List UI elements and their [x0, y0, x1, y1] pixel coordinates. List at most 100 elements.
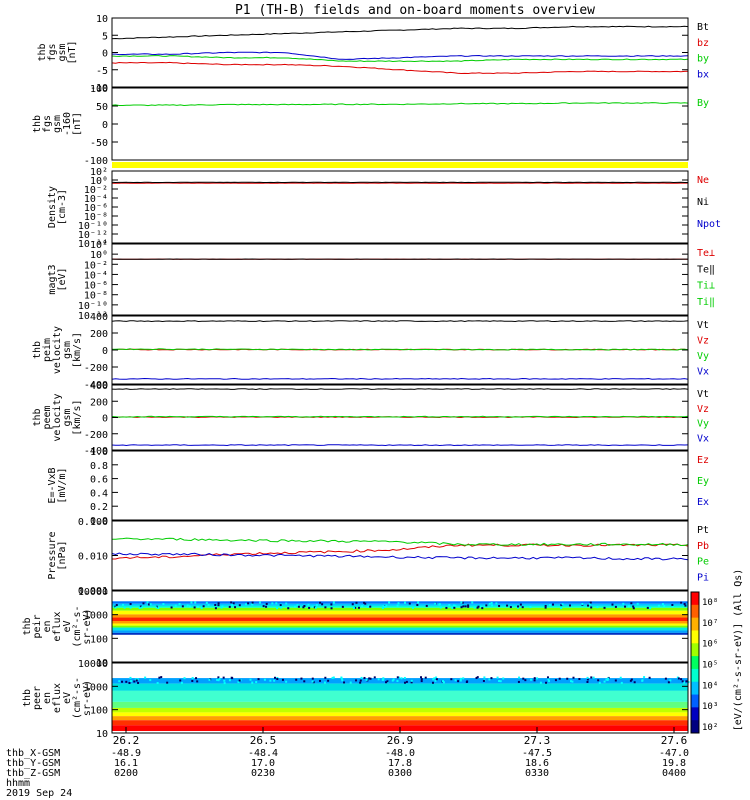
- heatmap-speckle: [195, 677, 198, 680]
- heatmap-band: [112, 683, 688, 691]
- heatmap-speckle: [385, 681, 388, 684]
- heatmap-speckle: [343, 681, 346, 684]
- colorbar-segment: [691, 617, 699, 631]
- legend-entry-Vz: Vz: [697, 404, 709, 415]
- heatmap-speckle: [545, 681, 548, 684]
- y-tick-label: 0.6: [90, 475, 108, 486]
- x-annotation-value: 18.6: [525, 758, 549, 769]
- heatmap-speckle: [196, 680, 199, 683]
- y-axis-label-line: sr-eV): [82, 608, 93, 644]
- y-axis-label-line: gsm: [57, 43, 68, 61]
- colorbar-tick-label: 10⁸: [702, 598, 718, 608]
- heatmap-speckle: [636, 602, 639, 605]
- heatmap-speckle: [629, 679, 632, 682]
- heatmap-speckle: [311, 605, 314, 608]
- y-axis-label-line: (cm²-s-: [72, 677, 83, 719]
- heatmap-speckle: [366, 605, 369, 608]
- heatmap-speckle: [315, 604, 318, 607]
- heatmap-band: [112, 690, 688, 702]
- heatmap-speckle: [462, 605, 465, 608]
- x-annotation-value: 17.0: [251, 758, 275, 769]
- heatmap-speckle: [671, 605, 674, 608]
- heatmap-speckle: [251, 601, 254, 604]
- y-axis-label-line: eflux: [52, 611, 63, 641]
- y-tick-label: 10²: [90, 240, 108, 251]
- heatmap-speckle: [606, 678, 609, 681]
- legend-entry-Vx: Vx: [697, 367, 709, 378]
- heatmap-speckle: [265, 605, 268, 608]
- heatmap-speckle: [479, 605, 482, 608]
- y-tick-label: 10⁻⁸: [84, 212, 108, 223]
- heatmap-speckle: [506, 604, 509, 607]
- heatmap-band: [112, 623, 688, 626]
- heatmap-speckle: [230, 676, 233, 679]
- heatmap-speckle: [148, 603, 151, 606]
- heatmap-speckle: [521, 606, 524, 609]
- legend-entry-By: By: [697, 98, 709, 109]
- heatmap-speckle: [403, 601, 406, 604]
- heatmap-speckle: [611, 603, 614, 606]
- x-annotation-value: -47.5: [522, 748, 552, 759]
- y-axis-label-line: en: [42, 692, 53, 704]
- y-axis-label-line: Density: [47, 186, 58, 228]
- y-tick-label: 10⁻⁴: [84, 194, 108, 205]
- heatmap-speckle: [632, 607, 635, 610]
- y-tick-label: 10⁻⁶: [84, 203, 108, 214]
- y-tick-label: 10⁻⁴: [84, 270, 108, 281]
- heatmap-speckle: [467, 604, 470, 607]
- heatmap-speckle: [174, 604, 177, 607]
- legend-entry-Pt: Pt: [697, 525, 709, 536]
- heatmap-speckle: [231, 604, 234, 607]
- y-tick-label: 100: [90, 84, 108, 95]
- heatmap-speckle: [560, 607, 563, 610]
- y-axis-label-line: -160: [62, 112, 73, 136]
- heatmap-speckle: [330, 607, 333, 610]
- heatmap-speckle: [364, 602, 367, 605]
- heatmap-band: [112, 605, 688, 608]
- heatmap-speckle: [293, 605, 296, 608]
- heatmap-speckle: [544, 604, 547, 607]
- heatmap-speckle: [349, 681, 352, 684]
- series-line-bx: [112, 51, 689, 60]
- heatmap-speckle: [632, 605, 635, 608]
- heatmap-speckle: [271, 602, 274, 605]
- heatmap-speckle: [410, 681, 413, 684]
- series-line-Vx: [111, 377, 689, 380]
- heatmap-speckle: [568, 604, 571, 607]
- heatmap-speckle: [382, 678, 385, 681]
- heatmap-speckle: [216, 678, 219, 681]
- figure-title: P1 (TH-B) fields and on-board moments ov…: [235, 3, 595, 18]
- heatmap-band: [112, 607, 688, 611]
- heatmap-speckle: [649, 607, 652, 610]
- heatmap-speckle: [223, 679, 226, 682]
- colorbar-segment: [691, 630, 699, 644]
- heatmap-speckle: [425, 604, 428, 607]
- colorbar-frame: [690, 591, 700, 734]
- heatmap-speckle: [502, 677, 505, 680]
- heatmap-speckle: [451, 606, 454, 609]
- y-axis-label-line: peir: [32, 614, 43, 638]
- heatmap-speckle: [417, 601, 420, 604]
- heatmap-speckle: [238, 679, 241, 682]
- yellow-strip: [112, 162, 688, 168]
- heatmap-speckle: [682, 681, 685, 684]
- legend-entry-Te‖: Te‖: [697, 264, 715, 275]
- y-tick-label: 50: [96, 102, 108, 113]
- y-axis-label-line: [mV/m]: [57, 467, 68, 503]
- colorbar: 10⁸ 10⁷ 10⁶ 10⁵ 10⁴ 10³ 10² [eV/(cm²-s-sr-eV)] …: [690, 569, 744, 734]
- heatmap-speckle: [146, 601, 149, 604]
- heatmap-speckle: [566, 677, 569, 680]
- heatmap-speckle: [434, 679, 437, 682]
- colorbar-segment: [691, 681, 699, 696]
- heatmap-speckle: [331, 676, 334, 679]
- legend-entry-Te⊥: Te⊥: [697, 248, 715, 259]
- heatmap-speckle: [202, 605, 205, 608]
- heatmap-speckle: [435, 676, 438, 679]
- heatmap-speckle: [140, 606, 143, 609]
- heatmap-speckle: [648, 676, 651, 679]
- heatmap-speckle: [484, 605, 487, 608]
- y-axis-label-line: [km/s]: [72, 399, 83, 435]
- colorbar-tick-label: 10⁷: [702, 619, 718, 629]
